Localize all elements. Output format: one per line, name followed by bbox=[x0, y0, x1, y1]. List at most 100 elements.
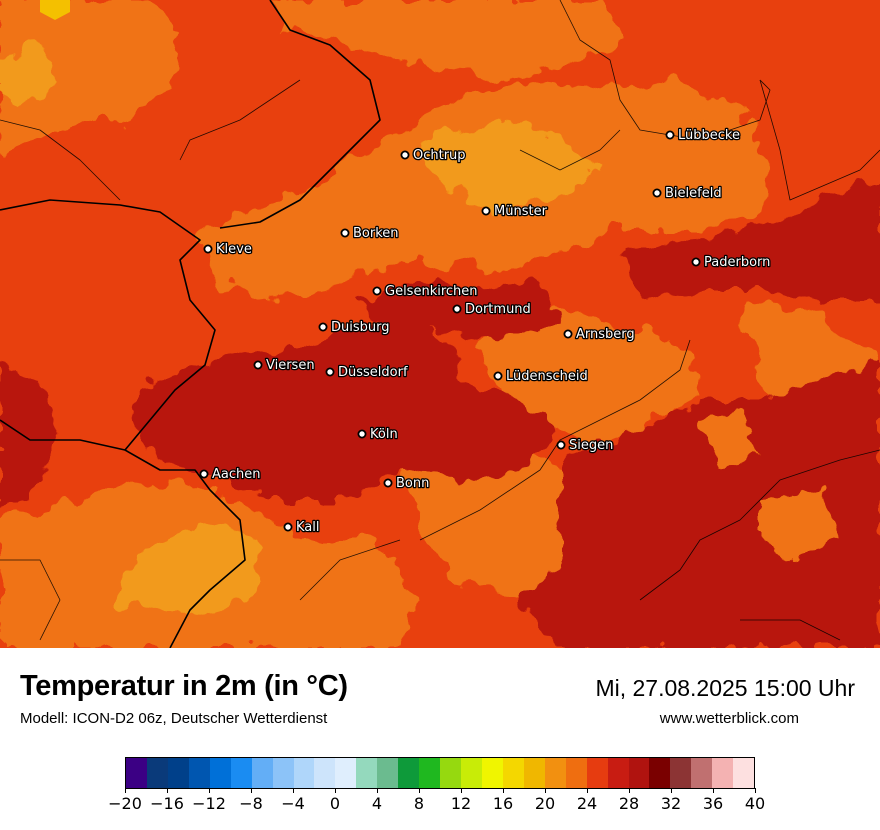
legend-swatch bbox=[209, 758, 231, 788]
city-dot bbox=[253, 360, 263, 370]
legend-tick-label: 36 bbox=[702, 794, 724, 813]
city-label: Düsseldorf bbox=[338, 365, 408, 380]
legend-swatch bbox=[733, 758, 755, 788]
city-label: Arnsberg bbox=[576, 327, 635, 342]
legend-tick-mark bbox=[334, 788, 336, 793]
legend-tick-label: 12 bbox=[450, 794, 472, 813]
border-nl-de bbox=[0, 199, 246, 648]
city-dot bbox=[357, 429, 367, 439]
city-viersen: Viersen bbox=[253, 357, 316, 374]
city-dot bbox=[199, 469, 209, 479]
border-north bbox=[219, 0, 381, 229]
legend-tick-label: 24 bbox=[576, 794, 598, 813]
legend-tick-mark bbox=[544, 788, 546, 793]
city-label: Borken bbox=[353, 226, 399, 241]
legend-swatch bbox=[649, 758, 671, 788]
city-label: Paderborn bbox=[704, 255, 770, 270]
city-dot bbox=[556, 440, 566, 450]
legend-tick-mark bbox=[250, 788, 252, 793]
legend-ticks: −20 −16 −12 −8 −4 0 4 8 12 16 20 24 28 32 36 40 bbox=[0, 788, 880, 828]
color-legend bbox=[125, 757, 755, 789]
dark-zone-southeast bbox=[520, 360, 880, 648]
city-dot bbox=[452, 304, 462, 314]
city-dot bbox=[652, 188, 662, 198]
legend-tick-mark bbox=[586, 788, 588, 793]
city-label: Dortmund bbox=[465, 302, 531, 317]
legend-tick-mark bbox=[460, 788, 462, 793]
legend-swatch bbox=[188, 758, 210, 788]
forecast-datetime: Mi, 27.08.2025 15:00 Uhr bbox=[595, 675, 855, 701]
temperature-map: Lübbecke Ochtrup Bielefeld Münster Borken Kle… bbox=[0, 0, 880, 648]
legend-tick-mark bbox=[670, 788, 672, 793]
legend-swatch bbox=[335, 758, 357, 788]
legend-tick-label: −12 bbox=[192, 794, 226, 813]
legend-tick-label: 20 bbox=[534, 794, 556, 813]
orange-zone-northwest bbox=[0, 0, 180, 150]
legend-swatch bbox=[419, 758, 441, 788]
map-title: Temperatur in 2m (in °C) bbox=[20, 670, 348, 702]
legend-tick-label: 4 bbox=[371, 794, 383, 813]
orange-spot-east bbox=[700, 410, 760, 470]
legend-tick-mark bbox=[502, 788, 504, 793]
city-label: Lübbecke bbox=[678, 128, 740, 143]
city-label: Duisburg bbox=[331, 320, 390, 335]
legend-swatch bbox=[230, 758, 252, 788]
border-be-lux bbox=[0, 419, 126, 451]
city-dot bbox=[383, 478, 393, 488]
legend-tick-mark bbox=[208, 788, 210, 793]
city-ochtrup: Ochtrup bbox=[400, 147, 467, 164]
website-link[interactable]: www.wetterblick.com bbox=[659, 710, 799, 727]
legend-tick-label: −16 bbox=[150, 794, 184, 813]
legend-swatch bbox=[251, 758, 273, 788]
city-label: Gelsenkirchen bbox=[385, 284, 478, 299]
legend-swatch bbox=[628, 758, 650, 788]
city-arnsberg: Arnsberg bbox=[563, 326, 636, 343]
light-zone-north bbox=[0, 40, 60, 110]
legend-swatch bbox=[272, 758, 294, 788]
city-label: Viersen bbox=[266, 358, 315, 373]
legend-tick-label: −8 bbox=[239, 794, 263, 813]
legend-tick-mark bbox=[124, 788, 126, 793]
city-dot bbox=[481, 206, 491, 216]
hot-zones bbox=[0, 180, 880, 648]
legend-swatch bbox=[167, 758, 189, 788]
legend-swatch bbox=[544, 758, 566, 788]
dark-zone-east bbox=[620, 180, 880, 300]
dark-zone-west bbox=[0, 360, 60, 510]
city-dot bbox=[318, 322, 328, 332]
city-dot bbox=[563, 329, 573, 339]
city-dot bbox=[665, 130, 675, 140]
city-label: Lüdenscheid bbox=[506, 369, 588, 384]
city-dot bbox=[340, 228, 350, 238]
legend-tick-label: 16 bbox=[492, 794, 514, 813]
legend-swatch bbox=[293, 758, 315, 788]
city-gelsenkirchen: Gelsenkirchen bbox=[372, 283, 479, 300]
city-dot bbox=[283, 522, 293, 532]
city-dot bbox=[493, 371, 503, 381]
legend-tick-label: −4 bbox=[281, 794, 305, 813]
city-markers: Lübbecke Ochtrup Bielefeld Münster Borken Kle… bbox=[199, 127, 772, 536]
city-label: Kleve bbox=[216, 242, 252, 257]
city-bielefeld: Bielefeld bbox=[652, 185, 723, 202]
legend-swatch bbox=[523, 758, 545, 788]
legend-tick-mark bbox=[292, 788, 294, 793]
legend-swatch bbox=[377, 758, 399, 788]
city-label: Kall bbox=[296, 520, 320, 535]
city-label: Köln bbox=[370, 427, 398, 442]
city-label: Münster bbox=[494, 204, 548, 219]
legend-swatch bbox=[565, 758, 587, 788]
legend-tick-mark bbox=[166, 788, 168, 793]
city-dot bbox=[372, 286, 382, 296]
city-borken: Borken bbox=[340, 225, 400, 242]
city-dot bbox=[400, 150, 410, 160]
city-dot bbox=[203, 244, 213, 254]
legend-tick-label: 32 bbox=[660, 794, 682, 813]
legend-swatch bbox=[356, 758, 378, 788]
light-zone-muenster bbox=[420, 120, 600, 210]
orange-spot-southeast bbox=[760, 490, 840, 560]
legend-tick-mark bbox=[628, 788, 630, 793]
legend-tick-label: 8 bbox=[413, 794, 425, 813]
city-lüdenscheid: Lüdenscheid bbox=[493, 368, 589, 385]
city-dot bbox=[325, 367, 335, 377]
legend-tick-label: −20 bbox=[108, 794, 142, 813]
